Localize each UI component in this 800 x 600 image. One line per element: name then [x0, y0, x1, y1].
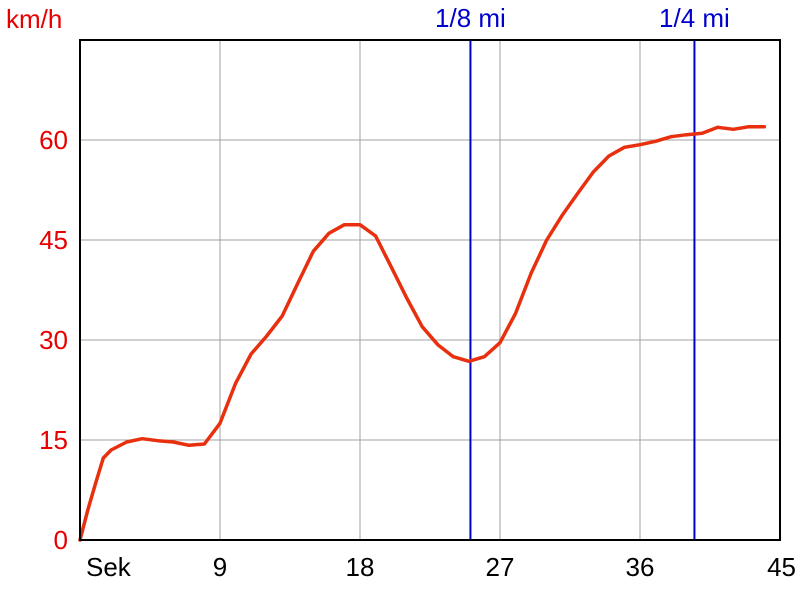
chart-labels: km/h Sek [6, 4, 132, 582]
y-tick-label: 60 [39, 125, 68, 155]
x-tick-label: 18 [346, 552, 375, 582]
x-tick-label: 36 [626, 552, 655, 582]
marker-label: 1/8 mi [435, 3, 506, 33]
x-axis-unit-label: Sek [86, 552, 132, 582]
y-tick-label: 30 [39, 325, 68, 355]
speed-series-line [78, 124, 767, 542]
y-tick-label: 0 [54, 525, 68, 555]
marker-label: 1/4 mi [659, 3, 730, 33]
y-tick-label: 15 [39, 425, 68, 455]
y-tick-label: 45 [39, 225, 68, 255]
plot-frame [79, 39, 781, 541]
x-tick-label: 45 [767, 552, 796, 582]
x-tick-labels: 9 18 27 36 45 [213, 552, 796, 582]
y-axis-unit-label: km/h [6, 4, 62, 34]
distance-markers: 1/8 mi 1/4 mi [435, 3, 730, 540]
y-tick-labels: 0 15 30 45 60 [39, 125, 68, 555]
grid-lines [80, 40, 780, 540]
series-layer [78, 124, 767, 542]
x-tick-label: 9 [213, 552, 227, 582]
x-tick-label: 27 [486, 552, 515, 582]
